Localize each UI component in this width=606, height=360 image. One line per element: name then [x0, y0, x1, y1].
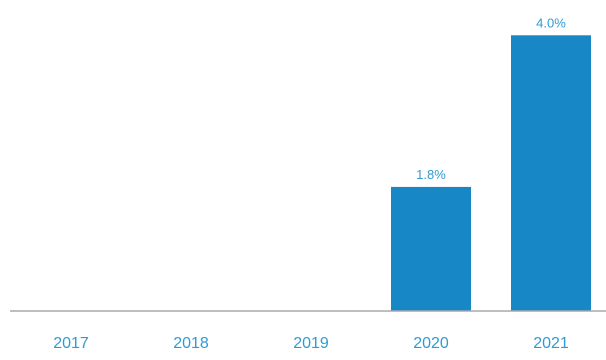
x-tick-labels: 2017 2018 2019 2020 2021 — [53, 335, 569, 352]
data-label-2021: 4.0% — [536, 15, 566, 30]
x-tick-label: 2021 — [533, 335, 569, 352]
x-tick-label: 2019 — [293, 335, 329, 352]
bar-2021 — [511, 35, 591, 312]
bars-layer — [391, 35, 591, 312]
data-label-2020: 1.8% — [416, 167, 446, 182]
x-tick-label: 2017 — [53, 335, 89, 352]
bar-2020 — [391, 186, 471, 311]
x-tick-label: 2018 — [173, 335, 209, 352]
data-labels-layer: 1.8% 4.0% — [416, 15, 566, 182]
x-tick-label: 2020 — [413, 335, 449, 352]
